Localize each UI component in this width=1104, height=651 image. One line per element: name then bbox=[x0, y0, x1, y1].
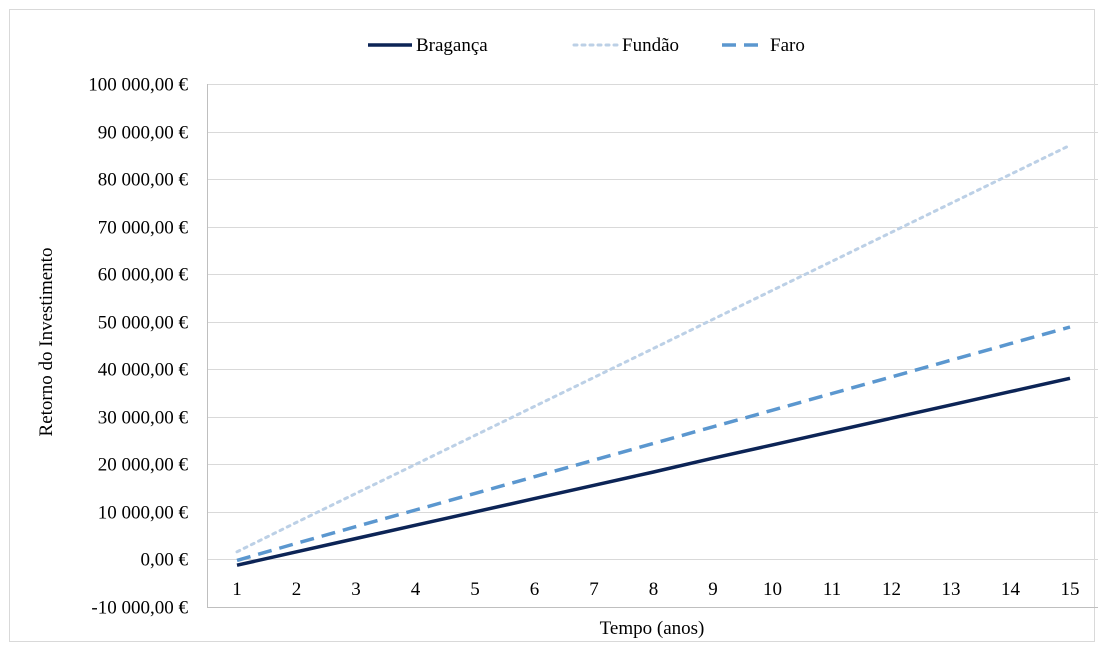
legend: Bragança Fundão Faro bbox=[368, 35, 805, 56]
axes bbox=[207, 84, 1098, 608]
gridlines bbox=[207, 84, 1098, 560]
x-tick-label: 3 bbox=[351, 579, 361, 600]
x-tick-label: 5 bbox=[470, 579, 480, 600]
chart-border bbox=[9, 9, 1095, 642]
y-axis-title: Retorno do Investimento bbox=[36, 248, 57, 437]
x-axis-title: Tempo (anos) bbox=[600, 618, 705, 639]
x-tick-labels: 1 2 3 4 5 6 7 8 9 10 11 12 13 14 15 bbox=[232, 579, 1079, 600]
x-tick-label: 12 bbox=[882, 579, 901, 600]
x-tick-label: 9 bbox=[708, 579, 718, 600]
y-tick-label: 90 000,00 € bbox=[98, 123, 189, 144]
y-tick-label: 30 000,00 € bbox=[98, 408, 189, 429]
y-tick-label: 10 000,00 € bbox=[98, 503, 189, 524]
series bbox=[235, 143, 1072, 567]
legend-label-2: Fundão bbox=[622, 35, 679, 56]
y-tick-label: 50 000,00 € bbox=[98, 313, 189, 334]
y-tick-label: 0,00 € bbox=[141, 550, 189, 571]
x-tick-label: 4 bbox=[411, 579, 421, 600]
series-line-3 bbox=[236, 325, 1071, 563]
x-tick-label: 13 bbox=[942, 579, 961, 600]
x-tick-label: 11 bbox=[823, 579, 841, 600]
x-tick-label: 14 bbox=[1001, 579, 1021, 600]
x-tick-label: 2 bbox=[292, 579, 302, 600]
series-line-2 bbox=[235, 143, 1072, 554]
y-tick-label: 40 000,00 € bbox=[98, 360, 189, 381]
y-tick-labels: -10 000,00 € 0,00 € 10 000,00 € 20 000,00 €… bbox=[88, 75, 188, 619]
legend-label-1: Bragança bbox=[416, 35, 488, 56]
y-tick-label: 60 000,00 € bbox=[98, 265, 189, 286]
y-tick-label: 100 000,00 € bbox=[88, 75, 188, 96]
x-tick-label: 10 bbox=[763, 579, 782, 600]
series-line-1 bbox=[236, 376, 1071, 567]
x-tick-label: 1 bbox=[232, 579, 242, 600]
legend-label-3: Faro bbox=[770, 35, 805, 56]
x-tick-label: 7 bbox=[589, 579, 599, 600]
y-tick-label: 70 000,00 € bbox=[98, 218, 189, 239]
x-tick-label: 6 bbox=[530, 579, 540, 600]
y-tick-label: 20 000,00 € bbox=[98, 455, 189, 476]
x-tick-label: 15 bbox=[1061, 579, 1080, 600]
x-tick-label: 8 bbox=[649, 579, 659, 600]
y-tick-label: 80 000,00 € bbox=[98, 170, 189, 191]
y-tick-label: -10 000,00 € bbox=[91, 598, 188, 619]
